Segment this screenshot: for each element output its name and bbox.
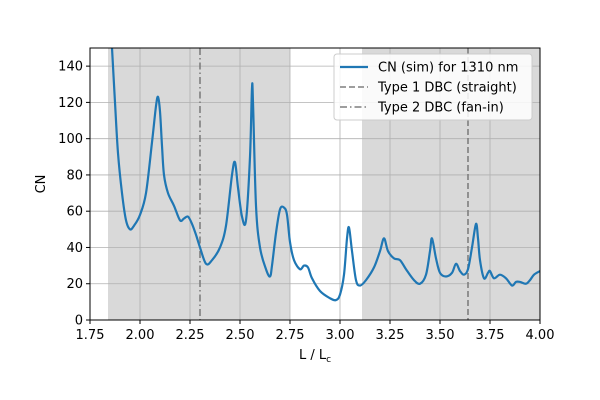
x-axis-ticks: 1.75 2.00 2.25 2.50 2.75 3.00 3.25 3.50 3.75 4.00 — [76, 320, 555, 343]
x-axis-label-subscript: c — [326, 355, 331, 365]
x-tick-label: 3.25 — [376, 328, 405, 343]
x-tick-label: 4.00 — [526, 328, 555, 343]
x-tick-label: 2.25 — [176, 328, 205, 343]
x-tick-label: 3.50 — [426, 328, 455, 343]
y-tick-label: 120 — [58, 96, 83, 111]
y-axis-label: CN — [34, 175, 49, 194]
legend-label: Type 2 DBC (fan-in) — [377, 101, 504, 116]
x-axis-label-main: L / L — [299, 348, 327, 363]
y-tick-label: 80 — [66, 168, 83, 183]
x-axis-label: L / Lc — [299, 348, 331, 365]
y-axis-ticks: 0 20 40 60 80 100 120 140 — [58, 60, 90, 329]
y-tick-label: 40 — [66, 241, 83, 256]
shaded-region-0 — [108, 48, 290, 320]
series-layer — [110, 48, 540, 302]
x-tick-label: 2.00 — [126, 328, 155, 343]
legend-label: Type 1 DBC (straight) — [377, 81, 517, 96]
y-tick-label: 60 — [66, 205, 83, 220]
legend-label: CN (sim) for 1310 nm — [378, 61, 518, 76]
x-tick-label: 3.75 — [476, 328, 505, 343]
legend: CN (sim) for 1310 nm Type 1 DBC (straight… — [333, 53, 533, 121]
legend-box — [333, 53, 533, 121]
x-tick-label: 3.00 — [326, 328, 355, 343]
plot-frame — [89, 47, 541, 321]
y-tick-label: 0 — [75, 314, 83, 329]
x-tick-label: 1.75 — [76, 328, 105, 343]
x-tick-label: 2.75 — [276, 328, 305, 343]
x-tick-label: 2.50 — [226, 328, 255, 343]
y-tick-label: 20 — [66, 277, 83, 292]
y-tick-label: 100 — [58, 132, 83, 147]
y-tick-label: 140 — [58, 60, 83, 75]
series-line-cn-sim — [110, 48, 540, 302]
